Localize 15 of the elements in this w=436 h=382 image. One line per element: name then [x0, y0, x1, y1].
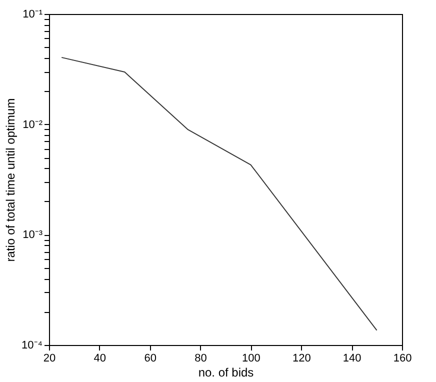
x-axis-title: no. of bids: [198, 366, 254, 380]
y-tick-label: 10⁻²: [22, 118, 43, 131]
y-tick-label: 10⁻³: [22, 229, 43, 242]
x-tick-label: 140: [342, 352, 362, 364]
x-tick-label: 20: [43, 352, 56, 364]
y-tick-label: 10⁻¹: [22, 8, 43, 20]
y-tick-label: 10⁻⁴: [22, 340, 43, 352]
x-tick-label: 60: [144, 352, 156, 364]
y-axis-title: ratio of total time until optimum: [4, 98, 18, 262]
x-tick-label: 100: [242, 352, 260, 364]
x-tick-label: 120: [292, 352, 311, 364]
x-tick-label: 80: [194, 352, 207, 364]
x-tick-label: 160: [393, 352, 412, 364]
line-series: [61, 56, 378, 331]
x-tick-label: 40: [94, 352, 106, 364]
